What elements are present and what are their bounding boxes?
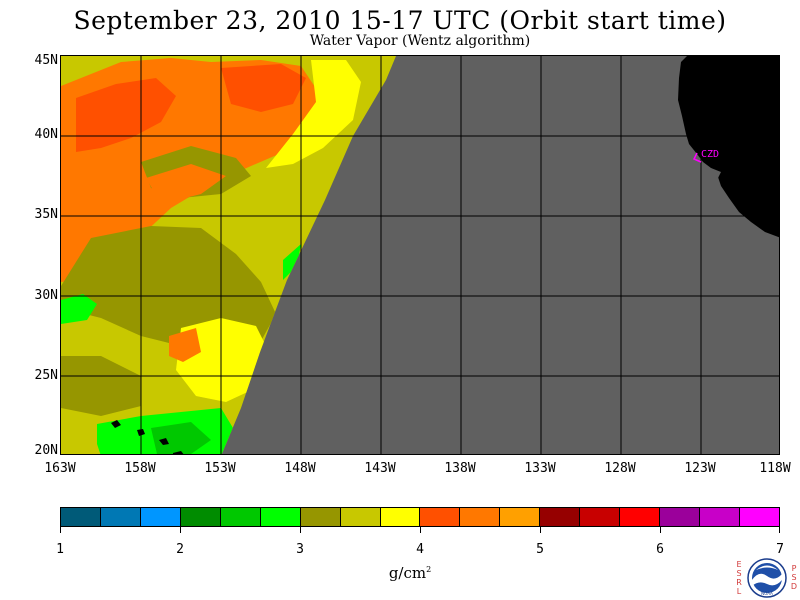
colorbar-tick	[300, 527, 301, 533]
colorbar-swatch	[620, 508, 661, 526]
colorbar-tick	[660, 527, 661, 533]
noaa-esrl-psd-logo: E S R L NOAA P S D	[733, 556, 799, 600]
colorbar-label-6: 6	[656, 542, 664, 557]
lon-label-128w: 128W	[604, 461, 636, 476]
map-canvas: CZD	[61, 56, 779, 454]
colorbar-label-7: 7	[776, 542, 784, 557]
colorbar-label-3: 3	[296, 542, 304, 557]
lon-label-153w: 153W	[204, 461, 236, 476]
colorbar-label-1: 1	[56, 542, 64, 557]
water-vapor-map: CZD	[60, 55, 780, 455]
map-subtitle: Water Vapor (Wentz algorithm)	[309, 33, 531, 49]
units-label: g/cm2	[380, 564, 440, 582]
units-exponent: 2	[426, 565, 432, 574]
green-patch-east	[283, 244, 301, 280]
colorbar-swatch	[140, 508, 181, 526]
lon-label-143w: 143W	[364, 461, 396, 476]
lat-label-25n: 25N	[34, 368, 58, 383]
dry-patch-southwest	[61, 356, 141, 416]
colorbar-swatch	[180, 508, 221, 526]
lon-label-158w: 158W	[124, 461, 156, 476]
colorbar-label-2: 2	[176, 542, 184, 557]
lat-label-40n: 40N	[34, 127, 58, 142]
colorbar-swatch	[100, 508, 141, 526]
map-title: September 23, 2010 15-17 UTC (Orbit star…	[73, 6, 727, 35]
logo-right-letters: P S D	[790, 564, 798, 591]
north-america-land	[678, 56, 779, 238]
lon-label-118w: 118W	[759, 461, 791, 476]
lat-label-45n: 45N	[34, 53, 58, 68]
colorbar-tick	[420, 527, 421, 533]
colorbar-swatch	[739, 508, 779, 526]
colorbar-swatch	[540, 508, 581, 526]
colorbar-swatch	[420, 508, 461, 526]
orange-patch-south	[169, 328, 201, 362]
colorbar-label-4: 4	[416, 542, 424, 557]
color-scale-bar	[60, 507, 780, 527]
lon-label-123w: 123W	[684, 461, 716, 476]
emblem-text: NOAA	[761, 591, 773, 596]
colorbar-swatch	[380, 508, 421, 526]
colorbar-swatch	[700, 508, 740, 526]
colorbar-tick	[60, 527, 61, 533]
colorbar-swatch	[580, 508, 621, 526]
colorbar-swatch	[61, 508, 101, 526]
green-core-south	[151, 422, 211, 454]
colorbar-tick	[779, 527, 780, 533]
colorbar-tick	[180, 527, 181, 533]
map-grid	[61, 56, 779, 454]
logo-left-letters: E S R L	[736, 560, 742, 596]
lat-label-35n: 35N	[34, 207, 58, 222]
colorbar-swatch	[300, 508, 341, 526]
lon-label-163w: 163W	[44, 461, 76, 476]
colorbar-tick	[540, 527, 541, 533]
lon-label-148w: 148W	[284, 461, 316, 476]
colorbar-swatch	[340, 508, 381, 526]
station-label: CZD	[701, 149, 719, 160]
lon-label-133w: 133W	[524, 461, 556, 476]
colorbar-swatch	[260, 508, 301, 526]
green-patch-west	[61, 294, 97, 324]
peak-vapor-region-2	[221, 64, 306, 112]
lat-label-20n: 20N	[34, 443, 58, 458]
colorbar-swatch	[500, 508, 541, 526]
peak-vapor-region	[76, 78, 176, 152]
colorbar-swatch	[220, 508, 261, 526]
units-text: g/cm	[388, 564, 427, 582]
san-francisco-bay	[709, 168, 721, 180]
station-marker	[692, 152, 702, 163]
moist-band	[266, 60, 361, 168]
colorbar-swatch	[660, 508, 700, 526]
colorbar-swatch	[460, 508, 501, 526]
noaa-emblem: NOAA	[747, 558, 787, 598]
lat-label-30n: 30N	[34, 288, 58, 303]
mid-vapor-orange	[146, 164, 226, 204]
lon-label-138w: 138W	[444, 461, 476, 476]
moist-band-south	[176, 318, 271, 402]
colorbar-label-5: 5	[536, 542, 544, 557]
